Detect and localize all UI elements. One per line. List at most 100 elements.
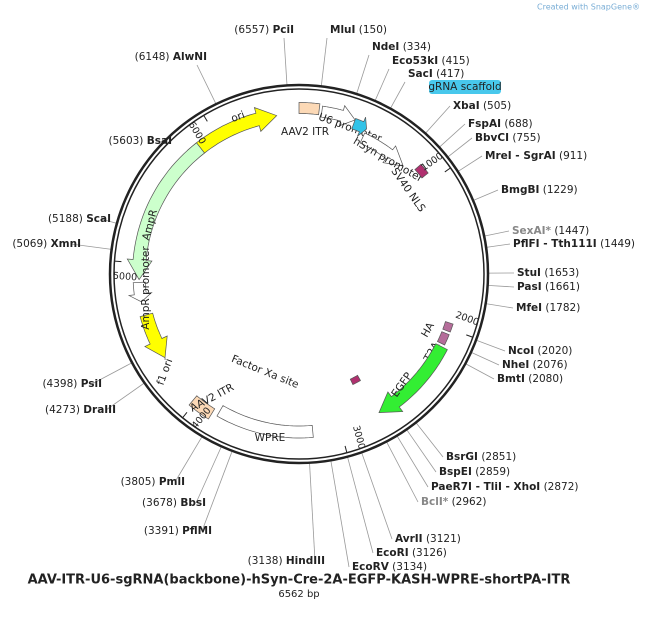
feature-arrow xyxy=(126,142,205,281)
site-name: PflMI xyxy=(182,525,212,537)
site-position: (417) xyxy=(436,68,464,80)
feature-arrow xyxy=(359,132,404,167)
site-name: MfeI xyxy=(516,302,542,314)
tick-label: 3000 xyxy=(350,424,367,450)
site-position: (1661) xyxy=(545,281,580,293)
site-label: (3678) BbsI xyxy=(142,497,206,509)
site-position: (5603) xyxy=(108,135,143,147)
feature-arrow xyxy=(436,331,450,346)
tick-label: 2000 xyxy=(454,310,480,329)
site-label: PasI (1661) xyxy=(517,281,580,293)
site-connector xyxy=(309,462,316,562)
site-connector xyxy=(347,456,374,554)
site-name: HindIII xyxy=(286,555,325,567)
site-label: (6148) AlwNI xyxy=(135,51,207,63)
feature-label: WPRE xyxy=(255,432,286,444)
site-label: (5603) BsaI xyxy=(108,135,172,147)
site-connector xyxy=(105,382,145,411)
site-name: EcoRV xyxy=(352,561,390,573)
site-label: PaeR7I - TliI - XhoI (2872) xyxy=(431,481,578,493)
site-label: Eco53kI (415) xyxy=(392,55,470,67)
site-position: (3134) xyxy=(392,561,427,573)
site-label: (4273) DraIII xyxy=(45,404,116,416)
site-position: (2962) xyxy=(452,496,487,508)
site-name: BbsI xyxy=(180,497,206,509)
site-label: SacI (417) xyxy=(408,68,464,80)
site-label: BmtI (2080) xyxy=(497,373,563,385)
tick-mark xyxy=(466,334,474,338)
site-position: (1229) xyxy=(543,184,578,196)
site-connector xyxy=(389,81,406,109)
site-connector xyxy=(485,303,514,309)
site-position: (1653) xyxy=(544,267,579,279)
feature-label: ori xyxy=(230,109,247,125)
site-connector xyxy=(201,450,233,532)
site-position: (415) xyxy=(441,55,469,67)
site-position: (2080) xyxy=(528,373,563,385)
site-name: NheI xyxy=(502,359,529,371)
site-label: MfeI (1782) xyxy=(516,302,580,314)
site-position: (2859) xyxy=(475,466,510,478)
site-position: (150) xyxy=(359,24,387,36)
site-position: (3391) xyxy=(144,525,179,537)
feature-label: AAV2 ITR xyxy=(281,126,329,138)
site-position: (505) xyxy=(483,100,511,112)
site-name: SexAI* xyxy=(512,225,551,237)
site-connector xyxy=(487,285,515,288)
site-position: (334) xyxy=(403,41,431,53)
feature-arrow xyxy=(414,163,429,179)
site-name: BsrGI xyxy=(446,451,478,463)
feature-arrow xyxy=(298,102,321,116)
tick-mark xyxy=(203,115,208,122)
site-label: MreI - SgrAI (911) xyxy=(485,150,587,162)
site-position: (1782) xyxy=(545,302,580,314)
site-name: BclI* xyxy=(421,496,449,508)
feature-label: AmpR xyxy=(140,208,160,241)
feature-label: HA xyxy=(419,320,437,340)
feature-arrow xyxy=(320,104,356,127)
site-label: FspAI (688) xyxy=(468,118,533,130)
site-name: PciI xyxy=(273,24,294,36)
site-connector xyxy=(475,339,506,352)
site-label: (3391) PflMI xyxy=(144,525,212,537)
feature-label: gRNA scaffold xyxy=(428,81,501,93)
site-label: SexAI* (1447) xyxy=(512,225,589,237)
feature-label-box xyxy=(429,80,501,94)
site-connector xyxy=(70,243,112,250)
site-connector xyxy=(406,429,437,473)
site-label: BspEI (2859) xyxy=(439,466,510,478)
backbone-inner xyxy=(113,88,485,460)
site-label: NheI (2076) xyxy=(502,359,568,371)
site-label: XbaI (505) xyxy=(453,100,511,112)
site-name: ScaI xyxy=(86,213,111,225)
site-label: EcoRV (3134) xyxy=(352,561,427,573)
feature-label: Factor Xa site xyxy=(230,353,301,391)
site-connector xyxy=(472,189,499,201)
site-position: (5069) xyxy=(12,238,47,250)
tick-mark xyxy=(444,167,451,173)
site-name: PmlI xyxy=(159,476,185,488)
site-position: (2872) xyxy=(544,481,579,493)
map-length: 6562 bp xyxy=(278,589,319,600)
site-label: EcoRI (3126) xyxy=(376,547,447,559)
site-label: (3138) HindIII xyxy=(248,555,325,567)
site-connector xyxy=(320,37,328,87)
site-position: (1447) xyxy=(554,225,589,237)
feature-arrow xyxy=(351,116,367,137)
tick-label: 6000 xyxy=(186,120,208,146)
site-position: (688) xyxy=(504,118,532,130)
site-position: (3138) xyxy=(248,555,283,567)
site-name: MluI xyxy=(330,24,355,36)
site-connector xyxy=(470,351,500,366)
tick-label: 5000 xyxy=(113,271,138,284)
site-name: BspEI xyxy=(439,466,472,478)
feature-arrow xyxy=(188,395,216,420)
site-position: (911) xyxy=(559,150,587,162)
site-label: (5069) XmnI xyxy=(12,238,81,250)
site-name: AvrII xyxy=(395,533,423,545)
site-position: (5188) xyxy=(48,213,83,225)
site-name: StuI xyxy=(517,267,541,279)
feature-label: AmpR promoter xyxy=(140,246,152,330)
feature-arrow xyxy=(378,343,448,413)
